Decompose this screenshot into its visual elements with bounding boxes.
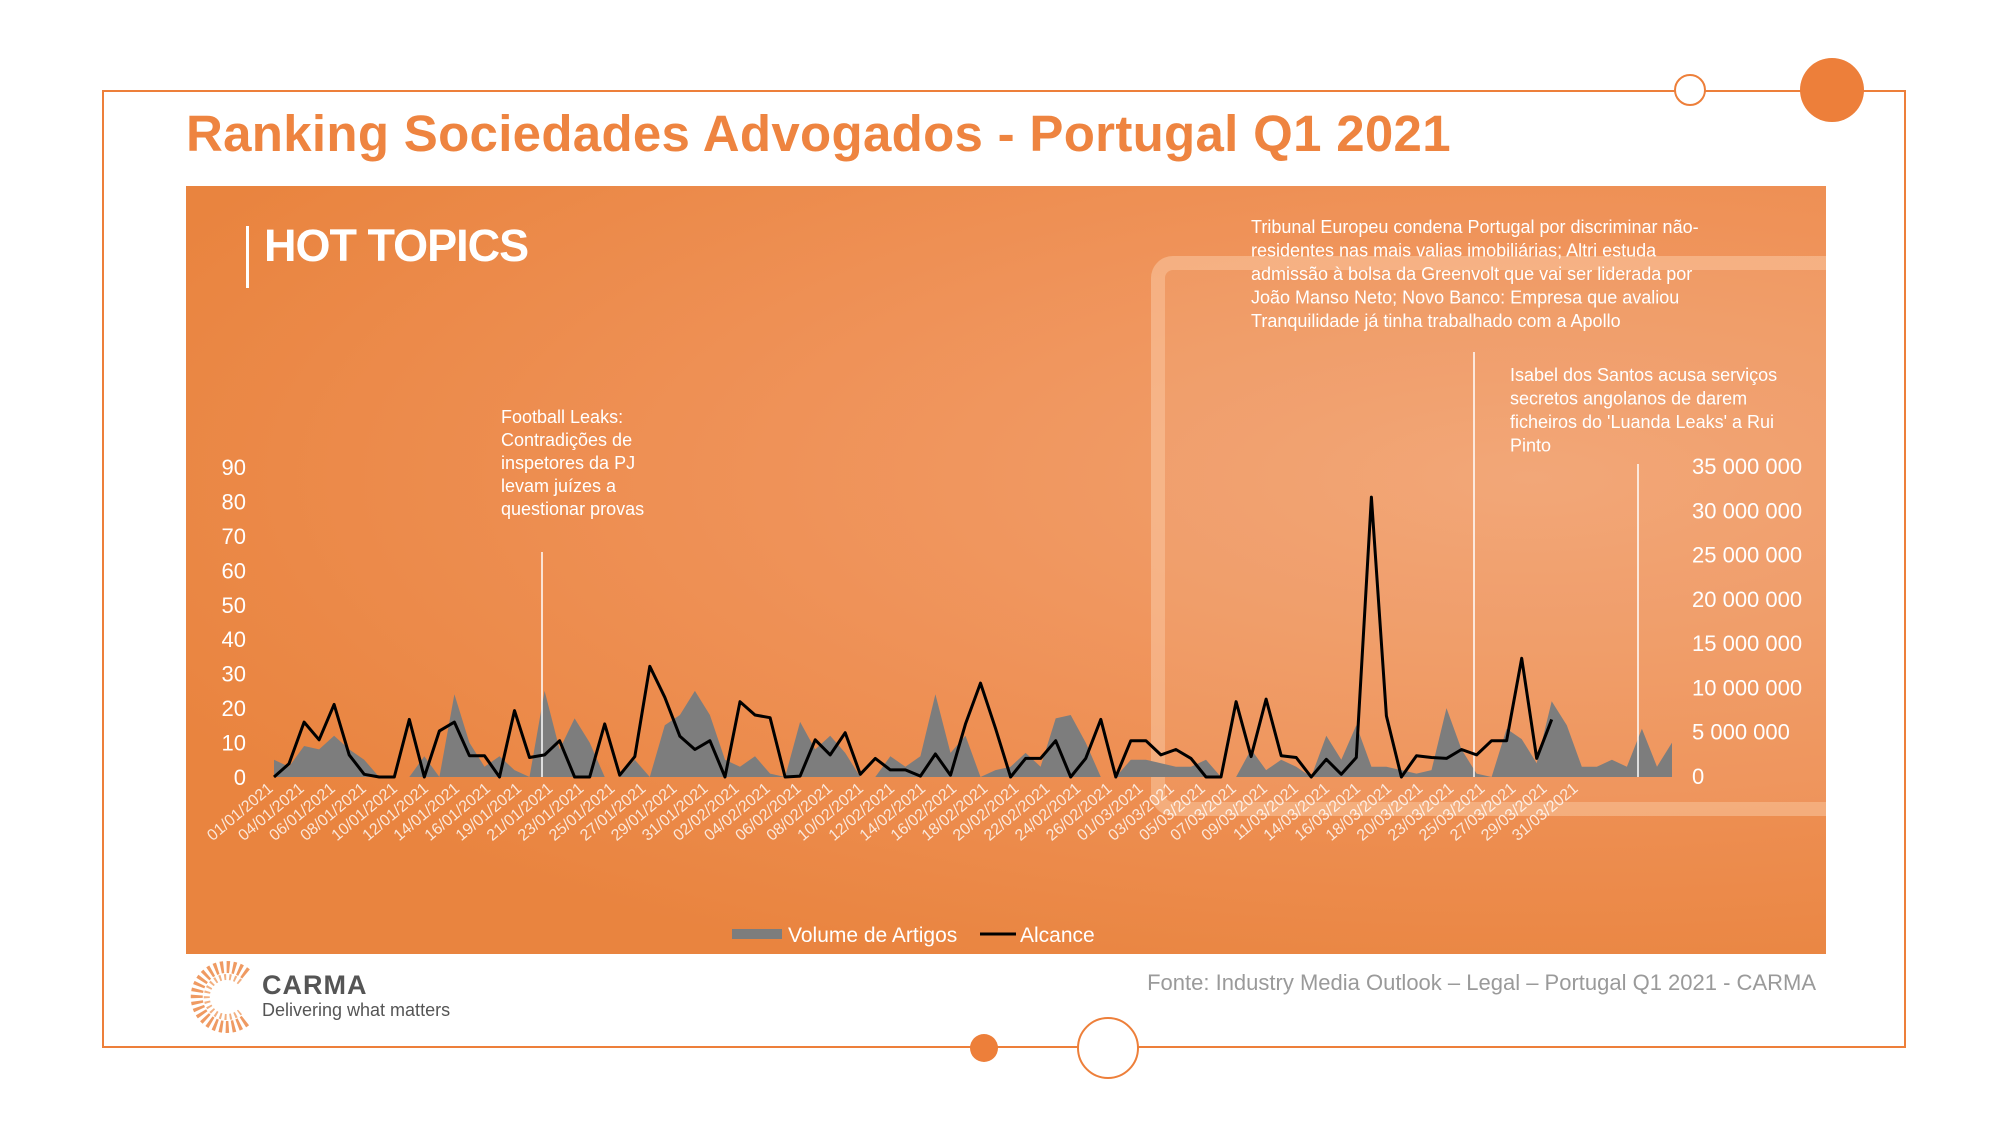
y-right-tick-label: 0: [1692, 764, 1704, 789]
legend-swatch-area: [732, 929, 782, 939]
slide-title: Ranking Sociedades Advogados - Portugal …: [186, 105, 1451, 162]
legend-label-volume: Volume de Artigos: [788, 924, 957, 947]
annotation-text-line: Football Leaks:: [501, 407, 623, 427]
y-left-tick-label: 70: [222, 524, 246, 549]
y-left-tick-label: 20: [222, 696, 246, 721]
annotation-text-line: Tranquilidade já tinha trabalhado com a …: [1251, 311, 1621, 331]
hot-topics-chart: Football Leaks: Contradições de inspetores…: [204, 217, 1802, 947]
annotation-text-line: admissão à bolsa da Greenvolt que vai se…: [1251, 264, 1692, 284]
orange-dot-bottom: [970, 1034, 998, 1062]
y-left-tick-label: 0: [234, 765, 246, 790]
line-series-alcance: [273, 495, 1554, 779]
outline-circle-top: [1674, 74, 1706, 106]
orange-dot-top: [1800, 58, 1864, 122]
source-note: Fonte: Industry Media Outlook – Legal – …: [1147, 970, 1816, 995]
y-right-tick-label: 20 000 000: [1692, 587, 1802, 612]
logo-name: CARMA: [262, 970, 368, 1000]
y-left-tick-label: 60: [222, 558, 246, 583]
annotation-text-line: Isabel dos Santos acusa serviços: [1510, 365, 1777, 385]
annotation-text-line: Contradições de: [501, 430, 632, 450]
y-right-tick-label: 35 000 000: [1692, 454, 1802, 479]
carma-logo: [186, 960, 256, 1039]
y-left-tick-label: 50: [222, 593, 246, 618]
carma-logo-icon: [190, 961, 250, 1033]
background-monitor-graphic: [1151, 256, 1826, 816]
annotation-text-line: secretos angolanos de darem: [1510, 389, 1747, 409]
annotation-text-line: levam juízes a: [501, 476, 617, 496]
y-right-tick-label: 30 000 000: [1692, 498, 1802, 523]
annotation-text-line: questionar provas: [501, 499, 644, 519]
annotation-text-line: inspetores da PJ: [501, 453, 635, 473]
y-left-tick-label: 10: [222, 731, 246, 756]
y-right-tick-label: 5 000 000: [1692, 720, 1790, 745]
annotation-text-line: residentes nas mais valias imobiliárias;…: [1251, 241, 1657, 261]
legend-label-alcance: Alcance: [1020, 924, 1095, 947]
annotation-text-line: João Manso Neto; Novo Banco: Empresa que…: [1251, 288, 1679, 308]
y-left-tick-label: 30: [222, 662, 246, 687]
y-right-tick-label: 25 000 000: [1692, 543, 1802, 568]
y-left-tick-label: 90: [222, 455, 246, 480]
outline-circle-bottom: [1077, 1017, 1139, 1079]
section-title-bar: [246, 226, 249, 288]
y-left-tick-label: 80: [222, 489, 246, 514]
slide-frame: [102, 90, 1906, 1048]
y-right-tick-label: 10 000 000: [1692, 675, 1802, 700]
annotation-text-line: Tribunal Europeu condena Portugal por di…: [1251, 217, 1699, 237]
chart-panel: HOT TOPICS Football Leaks: Contradições d…: [186, 186, 1826, 954]
area-series-volume-de-artigos: [274, 690, 1672, 777]
annotation-text-line: ficheiros do 'Luanda Leaks' a Rui: [1510, 412, 1774, 432]
section-title: HOT TOPICS: [264, 220, 529, 271]
y-right-tick-label: 15 000 000: [1692, 631, 1802, 656]
logo-tagline: Delivering what matters: [262, 1000, 451, 1020]
annotation-text-line: Pinto: [1510, 436, 1551, 456]
y-left-tick-label: 40: [222, 627, 246, 652]
